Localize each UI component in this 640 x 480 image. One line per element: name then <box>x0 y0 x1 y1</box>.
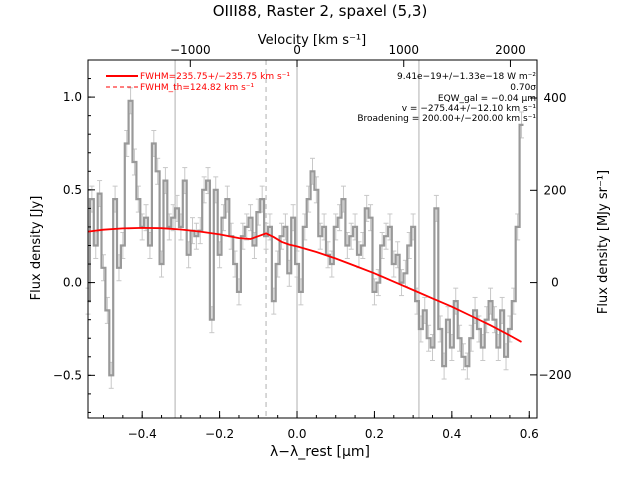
x-tick-label: 0.4 <box>442 427 461 441</box>
y-tick-label: 1.0 <box>63 90 82 104</box>
legend-label-fwhm: FWHM=235.75+/−235.75 km s⁻¹ <box>140 72 290 82</box>
top-tick-label: 1000 <box>388 43 419 57</box>
data-line <box>88 99 524 377</box>
chart-title: OIII88, Raster 2, spaxel (5,3) <box>213 2 428 20</box>
y-tick-label: 0.0 <box>63 276 82 290</box>
top-tick-label: −1000 <box>170 43 211 57</box>
x-axis-label: λ−λ_rest [μm] <box>270 444 370 460</box>
annotation-flux: 9.41e−19+/−1.33e−18 W m⁻² <box>397 72 536 82</box>
y-axis-label: Flux density [Jy] <box>29 196 44 301</box>
top-axis-label: Velocity [km s⁻¹] <box>258 33 366 48</box>
right-tick-label: 400 <box>544 91 567 105</box>
plot-frame <box>87 59 538 419</box>
annotation-broadening: Broadening = 200.00+/−200.00 km s⁻¹ <box>357 114 536 124</box>
y-tick-label: 0.5 <box>63 183 82 197</box>
annotation-sigma: 0.70σ <box>510 83 536 93</box>
right-tick-label: 200 <box>544 183 567 197</box>
top-tick-label: 2000 <box>495 43 526 57</box>
top-tick-label: 0 <box>293 43 301 57</box>
y-tick-label: −0.5 <box>53 368 82 382</box>
x-tick-label: −0.2 <box>205 427 234 441</box>
x-tick-label: 0.0 <box>287 427 306 441</box>
x-tick-label: 0.6 <box>520 427 539 441</box>
x-tick-label: 0.2 <box>365 427 384 441</box>
right-tick-label: −200 <box>539 368 572 382</box>
fit-line <box>87 226 522 343</box>
annotation-velocity: v = −275.44+/−12.10 km s⁻¹ <box>402 104 537 114</box>
right-axis-label: Flux density [MJy sr⁻¹] <box>596 170 611 314</box>
right-tick-label: 0 <box>551 276 559 290</box>
x-tick-label: −0.4 <box>128 427 157 441</box>
annotation-eqw: EQW_gal = −0.04 μm <box>438 94 536 104</box>
legend-label-fwhm-th: FWHM_th=124.82 km s⁻¹ <box>140 83 255 93</box>
